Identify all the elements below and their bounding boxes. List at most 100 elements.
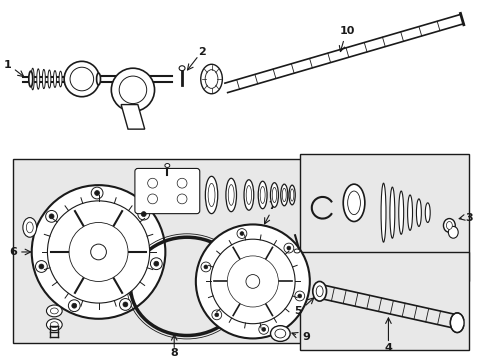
Ellipse shape xyxy=(290,189,293,201)
Text: 2: 2 xyxy=(198,48,205,58)
Circle shape xyxy=(64,61,100,97)
Circle shape xyxy=(284,243,293,253)
Ellipse shape xyxy=(208,183,215,207)
FancyBboxPatch shape xyxy=(135,168,200,213)
Circle shape xyxy=(72,303,77,308)
Ellipse shape xyxy=(48,70,51,88)
Text: 1: 1 xyxy=(3,60,11,70)
Circle shape xyxy=(154,261,159,266)
Ellipse shape xyxy=(46,305,62,317)
Circle shape xyxy=(70,67,93,91)
Ellipse shape xyxy=(260,186,264,203)
Ellipse shape xyxy=(398,191,403,234)
Ellipse shape xyxy=(31,68,34,90)
Ellipse shape xyxy=(228,185,234,205)
Circle shape xyxy=(119,76,146,104)
Circle shape xyxy=(261,327,265,331)
Text: 4: 4 xyxy=(384,343,391,353)
Circle shape xyxy=(211,310,221,320)
Circle shape xyxy=(195,224,309,338)
Ellipse shape xyxy=(270,183,278,207)
Ellipse shape xyxy=(282,188,285,202)
Text: 6: 6 xyxy=(9,247,17,257)
Circle shape xyxy=(69,222,128,282)
Ellipse shape xyxy=(46,319,62,330)
Ellipse shape xyxy=(201,64,222,94)
Circle shape xyxy=(95,190,100,195)
Ellipse shape xyxy=(245,185,251,204)
Ellipse shape xyxy=(288,185,295,205)
Ellipse shape xyxy=(447,226,457,238)
Circle shape xyxy=(240,231,244,235)
Ellipse shape xyxy=(443,219,454,232)
Circle shape xyxy=(245,275,259,288)
Text: 7: 7 xyxy=(268,201,276,211)
Text: 5: 5 xyxy=(294,306,301,316)
Text: 3: 3 xyxy=(464,212,472,222)
Ellipse shape xyxy=(425,203,429,222)
Circle shape xyxy=(201,262,210,272)
Ellipse shape xyxy=(272,187,276,203)
Ellipse shape xyxy=(407,195,412,230)
Ellipse shape xyxy=(389,187,394,238)
Circle shape xyxy=(39,264,44,269)
Ellipse shape xyxy=(205,176,217,213)
Circle shape xyxy=(32,185,165,319)
Bar xyxy=(299,154,468,282)
Circle shape xyxy=(90,244,106,260)
Ellipse shape xyxy=(179,66,184,71)
Circle shape xyxy=(227,256,278,307)
Ellipse shape xyxy=(42,69,45,89)
Ellipse shape xyxy=(59,71,62,87)
Circle shape xyxy=(203,265,207,269)
Text: 8: 8 xyxy=(170,348,178,358)
Circle shape xyxy=(45,211,58,222)
Ellipse shape xyxy=(274,329,285,338)
Circle shape xyxy=(286,246,290,250)
Circle shape xyxy=(258,324,268,334)
Polygon shape xyxy=(121,104,144,129)
Ellipse shape xyxy=(316,286,323,297)
Circle shape xyxy=(177,194,186,204)
Circle shape xyxy=(214,313,218,317)
Ellipse shape xyxy=(258,181,266,209)
Circle shape xyxy=(177,178,186,188)
Ellipse shape xyxy=(244,180,253,210)
Circle shape xyxy=(83,237,113,267)
Circle shape xyxy=(238,267,267,296)
Ellipse shape xyxy=(29,71,33,87)
Circle shape xyxy=(141,212,146,217)
Ellipse shape xyxy=(446,221,451,229)
Ellipse shape xyxy=(164,163,169,167)
Circle shape xyxy=(297,294,301,298)
Circle shape xyxy=(49,214,54,219)
Circle shape xyxy=(91,187,103,199)
Ellipse shape xyxy=(64,72,67,86)
Ellipse shape xyxy=(280,184,287,206)
Circle shape xyxy=(47,201,149,303)
Bar xyxy=(13,159,303,343)
Text: 9: 9 xyxy=(301,333,309,342)
Ellipse shape xyxy=(53,71,56,87)
Ellipse shape xyxy=(270,326,289,341)
Text: 10: 10 xyxy=(339,26,354,36)
Ellipse shape xyxy=(97,73,101,85)
Ellipse shape xyxy=(205,70,218,88)
Circle shape xyxy=(68,300,80,312)
Ellipse shape xyxy=(50,322,58,328)
Ellipse shape xyxy=(312,282,326,301)
Ellipse shape xyxy=(449,313,463,333)
Circle shape xyxy=(147,178,157,188)
Ellipse shape xyxy=(26,222,33,233)
Circle shape xyxy=(36,261,47,273)
Ellipse shape xyxy=(50,308,58,314)
Ellipse shape xyxy=(23,217,37,237)
Circle shape xyxy=(119,298,131,310)
Circle shape xyxy=(150,258,162,270)
Circle shape xyxy=(138,208,149,220)
Bar xyxy=(299,252,468,350)
Ellipse shape xyxy=(343,184,364,221)
Circle shape xyxy=(147,194,157,204)
Ellipse shape xyxy=(37,69,40,89)
Ellipse shape xyxy=(225,178,236,212)
